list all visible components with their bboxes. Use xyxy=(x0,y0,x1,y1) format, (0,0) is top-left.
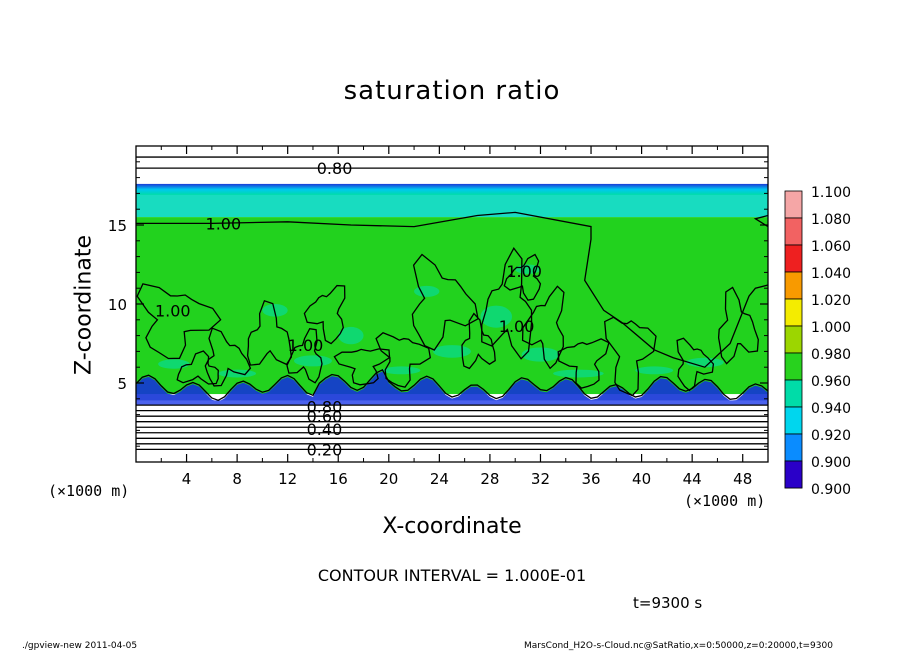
x-tick-label: 36 xyxy=(581,470,600,488)
streak-patch xyxy=(553,369,604,378)
streak-patch xyxy=(414,285,440,297)
contour-line-cloud xyxy=(717,286,759,365)
streak-patch xyxy=(480,305,513,328)
contour-label: 0.80 xyxy=(307,398,343,417)
colorbar-label: 0.980 xyxy=(811,347,851,363)
colorbar-label: 0.960 xyxy=(811,374,851,390)
colorbar-label: 0.920 xyxy=(811,428,851,444)
chart-title: saturation ratio xyxy=(343,76,561,106)
colorbar-label: 1.020 xyxy=(811,293,851,309)
streak-patch xyxy=(433,345,471,358)
x-tick-label: 40 xyxy=(632,470,651,488)
x-tick-label: 12 xyxy=(278,470,297,488)
saturation-field xyxy=(136,146,768,462)
contour-line-cloud xyxy=(411,253,479,351)
time-label: t=9300 s xyxy=(633,594,703,612)
contour-label: 1.00 xyxy=(499,317,535,336)
contour-line-cloud xyxy=(375,332,432,388)
contour-line-cloud xyxy=(246,299,293,366)
colorbar-label: 1.000 xyxy=(811,320,851,336)
colorbar-swatch xyxy=(784,271,803,300)
x-tick-label: 44 xyxy=(683,470,702,488)
contour-line-cloud xyxy=(136,283,222,360)
contour-line-cloud xyxy=(176,350,219,385)
contour-label: 1.00 xyxy=(506,262,542,281)
streak-patch xyxy=(338,326,364,345)
y-axis-label: Z-coordinate xyxy=(71,235,97,375)
colorbar-swatch xyxy=(784,379,803,408)
contour-line-cloud-base xyxy=(136,368,768,402)
x-tick-label: 8 xyxy=(232,470,242,488)
x-axis-label: X-coordinate xyxy=(382,514,522,539)
colorbar-swatch xyxy=(784,406,803,435)
colorbar-swatch xyxy=(784,325,803,354)
streak-patch xyxy=(521,347,560,362)
cloud-base-region xyxy=(136,371,768,406)
contour-line-cloud xyxy=(303,284,346,345)
y-tick-label: 10 xyxy=(108,296,127,314)
contour-line-cloud xyxy=(676,337,715,392)
colorbar-label: 1.040 xyxy=(811,266,851,282)
colorbar-swatch-bottom xyxy=(784,460,803,489)
contour-line-cloud xyxy=(521,285,565,370)
contour-label: 0.20 xyxy=(307,440,343,459)
x-unit-label-left: (×1000 m) xyxy=(48,482,130,500)
colorbar-label: 0.900 xyxy=(811,455,851,471)
contour-label: 0.80 xyxy=(317,159,353,178)
streak-patch xyxy=(382,366,421,375)
colorbar-label: 1.080 xyxy=(811,212,851,228)
contour-line-cloud xyxy=(461,312,496,370)
x-tick-label: 24 xyxy=(430,470,449,488)
contour-lines: 0.801.001.001.001.001.000.800.600.400.20 xyxy=(136,156,768,459)
y-tick-label: 15 xyxy=(108,217,127,235)
colorbar-label-bottom: 0.900 xyxy=(811,482,851,498)
contour-label: 0.60 xyxy=(307,407,343,426)
contour-line-cloud xyxy=(557,338,610,389)
streak-patch xyxy=(158,359,190,369)
contour-line-1-00 xyxy=(753,214,768,228)
contour-label: 1.00 xyxy=(288,336,324,355)
colorbar-swatch xyxy=(784,352,803,381)
contour-label: 0.40 xyxy=(307,420,343,439)
colorbar-label: 1.100 xyxy=(811,185,851,201)
x-tick-label: 4 xyxy=(182,470,192,488)
contour-line-cloud xyxy=(333,348,391,386)
streak-patch xyxy=(635,366,674,375)
dry-band xyxy=(136,183,768,195)
transition-band xyxy=(136,194,768,218)
x-tick-label: 32 xyxy=(531,470,550,488)
contour-label: 1.00 xyxy=(155,301,191,320)
colorbar-label: 0.940 xyxy=(811,401,851,417)
x-tick-label: 16 xyxy=(329,470,348,488)
streak-patch xyxy=(294,355,332,367)
streak-patch xyxy=(218,369,257,378)
saturated-region xyxy=(136,217,768,395)
x-tick-label: 48 xyxy=(733,470,752,488)
colorbar-swatch xyxy=(784,244,803,273)
colorbar-swatch xyxy=(784,298,803,327)
x-tick-label: 28 xyxy=(480,470,499,488)
colorbar: 1.100 1.080 1.060 1.040 1.020 1.000 0.980 0.960… xyxy=(784,185,851,498)
contour-line-cloud xyxy=(503,253,542,301)
colorbar-label: 1.060 xyxy=(811,239,851,255)
x-unit-label-right: (×1000 m) xyxy=(684,492,766,510)
footer-left: ./gpview-new 2011-04-05 xyxy=(22,641,138,651)
colorbar-swatch xyxy=(784,217,803,246)
contour-line-1-00 xyxy=(136,211,768,368)
contour-line-cloud xyxy=(286,327,323,384)
colorbar-swatch xyxy=(784,190,803,219)
x-tick-label: 20 xyxy=(379,470,398,488)
contour-label: 1.00 xyxy=(206,214,242,233)
y-tick-label: 5 xyxy=(117,375,127,393)
cloud-base-edge xyxy=(136,400,768,406)
footer-right: MarsCond_H2O-s-Cloud.nc@SatRatio,x=0:500… xyxy=(524,641,833,651)
colorbar-swatch xyxy=(784,433,803,462)
contour-interval-note: CONTOUR INTERVAL = 1.000E-01 xyxy=(317,566,587,585)
contour-line-cloud xyxy=(604,316,657,397)
streak-patch xyxy=(685,357,724,368)
